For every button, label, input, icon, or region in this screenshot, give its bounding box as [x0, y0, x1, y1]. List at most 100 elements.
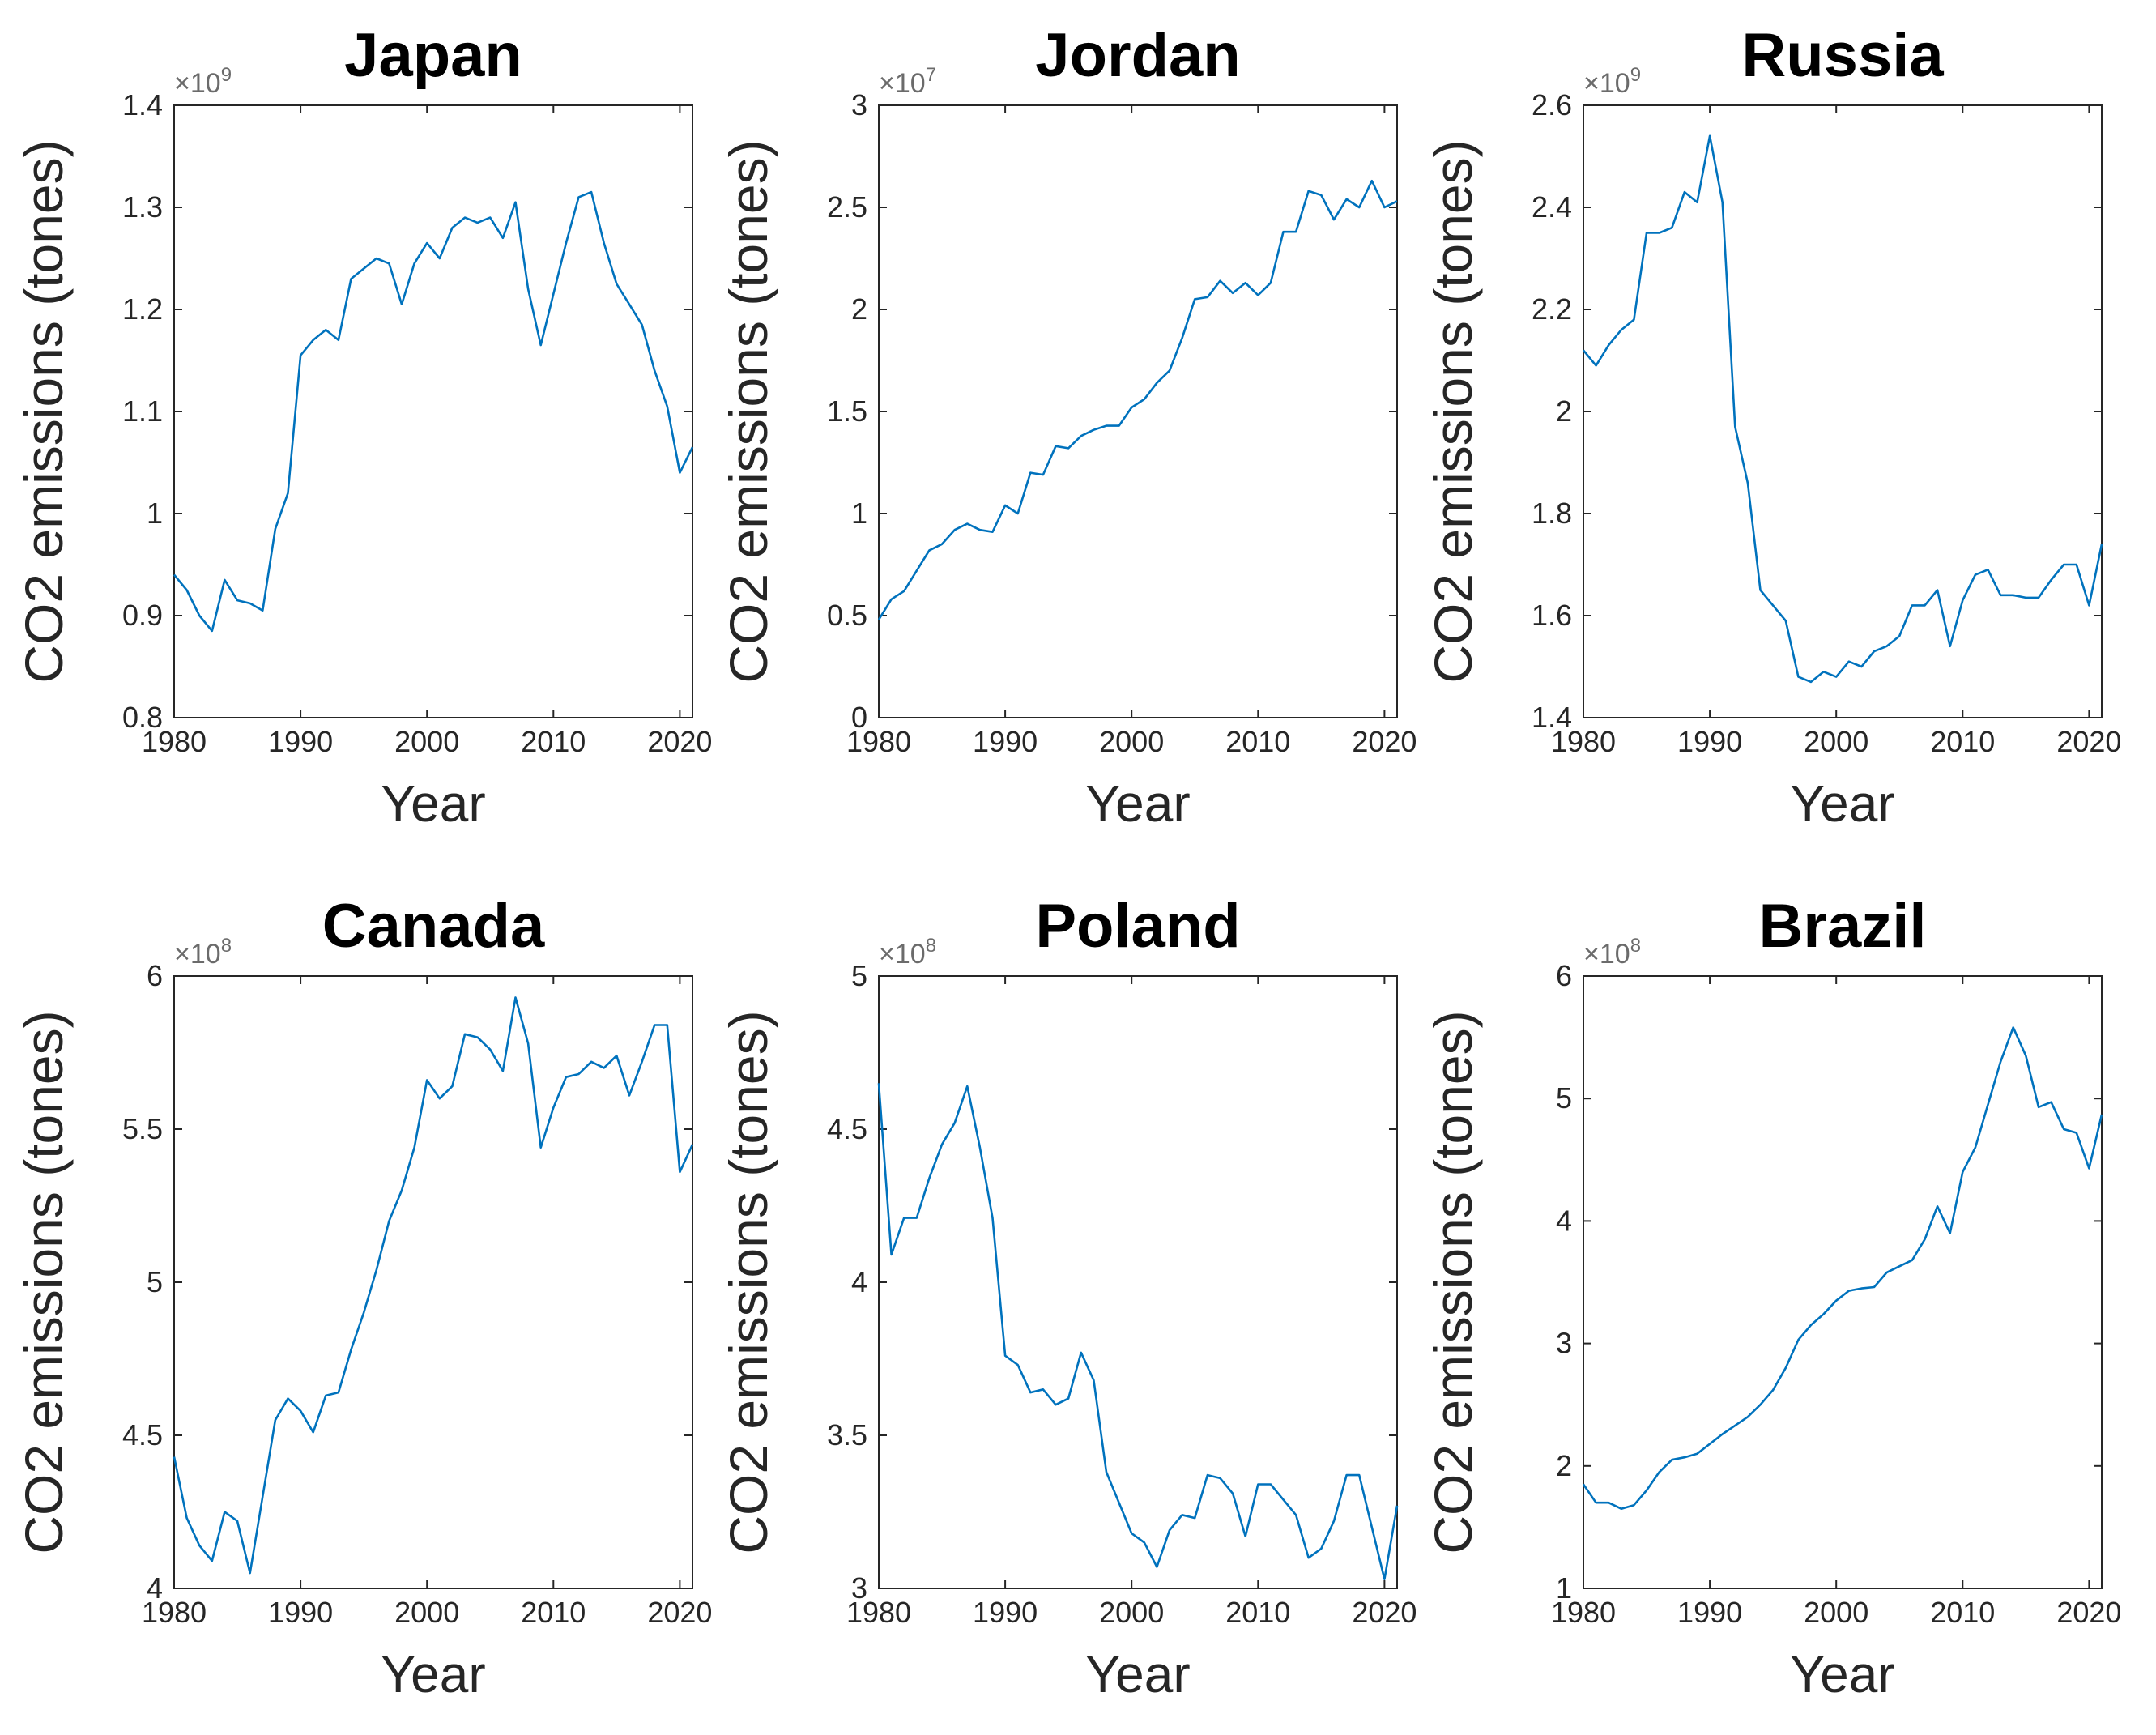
y-axis-label: CO2 emissions (tones) [718, 1010, 778, 1554]
y-tick-label: 2.6 [1532, 88, 1572, 121]
y-tick-label: 1.4 [122, 88, 163, 121]
series-line-jordan [877, 179, 1398, 620]
exponent-base: ×10 [879, 68, 926, 99]
x-axis-label: Year [1790, 1645, 1894, 1703]
panel-title: Poland [1035, 892, 1240, 961]
x-tick-label: 1980 [1551, 725, 1616, 758]
axes-box [878, 975, 1398, 1589]
x-tick-label: 1980 [142, 725, 207, 758]
exponent-power: 8 [1630, 935, 1641, 957]
y-tick-label: 1 [147, 497, 163, 530]
exponent-base: ×10 [879, 939, 926, 970]
exponent-power: 8 [926, 935, 936, 957]
panel-title: Russia [1741, 21, 1944, 90]
exponent-base: ×10 [174, 68, 221, 99]
y-tick-label: 3 [1556, 1327, 1572, 1360]
series-line-japan [173, 190, 694, 633]
exponent-label: ×108 [1583, 935, 1641, 970]
y-axis-label: CO2 emissions (tones) [718, 139, 778, 683]
series-line-canada [173, 996, 694, 1575]
y-tick-label: 4 [1556, 1204, 1572, 1237]
y-tick-label: 4.5 [122, 1418, 163, 1452]
exponent-base: ×10 [1583, 68, 1630, 99]
x-tick-label: 2020 [1352, 1596, 1417, 1629]
series-line-poland [877, 1083, 1399, 1580]
y-tick-label: 2.2 [1532, 292, 1572, 326]
x-tick-label: 2020 [647, 725, 712, 758]
panel-brazil: 1980 1990 2000 2010 2020 1 2 3 4 5 6 ×108 Brazil Year… [1423, 892, 2121, 1703]
x-tick-label: 1990 [973, 1596, 1038, 1629]
x-tick-label: 1990 [1677, 1596, 1742, 1629]
x-tick-label: 2010 [521, 725, 586, 758]
panel-canada: 1980 1990 2000 2010 2020 4 4.5 5 5.5 6 ×108 Canada Y… [14, 892, 712, 1703]
x-tick-label: 2000 [1804, 725, 1868, 758]
y-tick-label: 1 [851, 497, 867, 530]
x-tick-label: 2000 [1099, 1596, 1164, 1629]
x-tick-label: 1990 [268, 725, 333, 758]
y-tick-label: 4.5 [827, 1112, 867, 1145]
axes-box [878, 104, 1398, 718]
x-axis-label: Year [381, 774, 485, 833]
x-tick-label: 2010 [1225, 725, 1290, 758]
y-tick-label: 1.2 [122, 292, 163, 326]
y-tick-label: 5 [147, 1265, 163, 1298]
panel-japan: 1980 1990 2000 2010 2020 0.8 0.9 1 1.1 1.2 1.3 1.4 ×… [14, 21, 712, 833]
y-axis-label: CO2 emissions (tones) [14, 1010, 74, 1554]
y-tick-label: 0.9 [122, 599, 163, 632]
exponent-label: ×108 [174, 935, 232, 970]
panel-russia: 1980 1990 2000 2010 2020 1.4 1.6 1.8 2 2.2 2.4 2.6 ×… [1423, 21, 2121, 833]
exponent-label: ×108 [879, 935, 936, 970]
y-tick-label: 4 [851, 1265, 867, 1298]
axes-box [173, 975, 693, 1589]
x-axis-label: Year [381, 1645, 485, 1703]
x-tick-label: 1980 [1551, 1596, 1616, 1629]
exponent-power: 7 [926, 64, 936, 86]
exponent-power: 9 [1630, 64, 1641, 86]
x-axis-label: Year [1790, 774, 1894, 833]
panel-poland: 1980 1990 2000 2010 2020 3 3.5 4 4.5 5 ×108 Poland Y… [718, 892, 1417, 1703]
exponent-power: 9 [221, 64, 232, 86]
exponent-base: ×10 [1583, 939, 1630, 970]
x-tick-label: 2000 [394, 725, 459, 758]
panel-jordan: 1980 1990 2000 2010 2020 0 0.5 1 1.5 2 2.5 3 ×107 Jor… [718, 21, 1417, 833]
x-tick-label: 1980 [142, 1596, 207, 1629]
exponent-label: ×107 [879, 64, 936, 99]
y-tick-label: 1 [1556, 1571, 1572, 1605]
y-tick-label: 0.8 [122, 701, 163, 734]
x-tick-label: 2020 [2056, 725, 2121, 758]
y-tick-label: 3.5 [827, 1418, 867, 1452]
y-tick-label: 2.5 [827, 190, 867, 224]
exponent-power: 8 [221, 935, 232, 957]
series-line-brazil [1582, 1026, 2103, 1510]
y-tick-label: 6 [147, 959, 163, 992]
x-tick-label: 2000 [1099, 725, 1164, 758]
x-tick-label: 2000 [1804, 1596, 1868, 1629]
x-axis-label: Year [1085, 774, 1190, 833]
x-tick-label: 2010 [1930, 725, 1995, 758]
y-tick-label: 0 [851, 701, 867, 734]
y-tick-label: 2 [1556, 1449, 1572, 1482]
exponent-label: ×109 [1583, 64, 1641, 99]
y-tick-label: 2.4 [1532, 190, 1572, 224]
x-axis-label: Year [1085, 1645, 1190, 1703]
axes-box [1583, 104, 2103, 718]
x-tick-label: 2010 [1225, 1596, 1290, 1629]
y-tick-label: 6 [1556, 959, 1572, 992]
series-line-russia [1582, 134, 2103, 684]
y-tick-label: 4 [147, 1571, 163, 1605]
y-tick-label: 5 [851, 959, 867, 992]
y-axis-label: CO2 emissions (tones) [14, 139, 74, 683]
axes-box [1583, 975, 2103, 1589]
x-tick-label: 1980 [846, 1596, 911, 1629]
x-tick-label: 2010 [521, 1596, 586, 1629]
x-tick-label: 2020 [647, 1596, 712, 1629]
y-tick-label: 5.5 [122, 1112, 163, 1145]
y-tick-label: 3 [851, 1571, 867, 1605]
exponent-label: ×109 [174, 64, 232, 99]
x-tick-label: 2020 [1352, 725, 1417, 758]
x-tick-label: 2010 [1930, 1596, 1995, 1629]
axes-box [173, 104, 693, 718]
y-tick-label: 1.5 [827, 394, 867, 428]
y-tick-label: 5 [1556, 1081, 1572, 1115]
